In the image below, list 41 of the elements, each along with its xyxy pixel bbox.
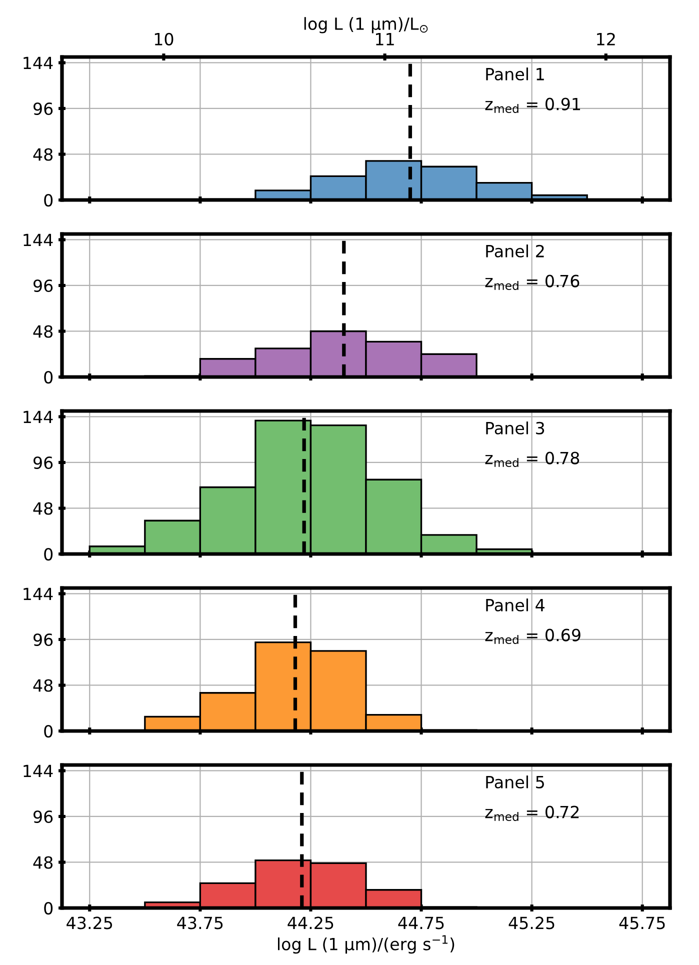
y-tick-label: 96 — [34, 810, 53, 824]
x-tick-label: 45.75 — [619, 916, 665, 930]
y-tick-label: 144 — [24, 234, 53, 246]
y-tick-label: 144 — [24, 410, 53, 424]
x2-tick-label: 12 — [597, 32, 615, 46]
annotation: Panel 1 — [486, 68, 544, 80]
x-tick-label: 44.75 — [398, 916, 444, 930]
x-tick-label: 45.25 — [508, 916, 554, 930]
x2-tick-label: 11 — [376, 33, 394, 46]
y-tick-label: 144 — [24, 764, 53, 778]
y-tick-label: 96 — [34, 456, 53, 470]
annotation: z$_{med}$ = 0.91 — [485, 98, 580, 113]
y-tick-label: 48 — [33, 856, 53, 869]
annotation: Panel 5 — [486, 776, 544, 788]
y-tick-label: 96 — [34, 633, 53, 646]
y-tick-label: 48 — [33, 679, 53, 692]
x-axis-title: log L (1 μm)/(erg s$^{−1}$) — [278, 935, 454, 954]
y-tick-label: 48 — [33, 148, 53, 161]
x2-tick-label: 10 — [154, 32, 174, 46]
annotation: z$_{med}$ = 0.72 — [485, 806, 579, 821]
y-tick-label: 48 — [33, 502, 53, 515]
y-tick-label: 0 — [44, 194, 53, 207]
y-tick-label: 0 — [44, 370, 53, 384]
x-tick-label: 43.25 — [66, 916, 112, 930]
y-tick-label: 96 — [34, 102, 53, 116]
x-tick-label: 44.25 — [288, 916, 334, 930]
annotation: Panel 3 — [486, 422, 544, 434]
y-tick-label: 144 — [24, 588, 53, 600]
y-tick-label: 0 — [44, 724, 53, 738]
y-tick-label: 0 — [44, 902, 53, 915]
x2-axis-title: log L (1 μm)/L$_{⊙}$ — [304, 17, 428, 34]
y-tick-label: 0 — [44, 548, 53, 561]
annotation: Panel 4 — [486, 598, 544, 612]
annotation: z$_{med}$ = 0.69 — [485, 628, 580, 644]
y-tick-label: 144 — [24, 56, 53, 70]
y-tick-label: 96 — [34, 279, 53, 292]
y-tick-label: 48 — [33, 325, 53, 338]
annotation: z$_{med}$ = 0.78 — [485, 452, 580, 467]
annotation: Panel 2 — [486, 244, 544, 258]
annotation: z$_{med}$ = 0.76 — [485, 274, 580, 290]
x-tick-label: 43.75 — [177, 916, 223, 930]
